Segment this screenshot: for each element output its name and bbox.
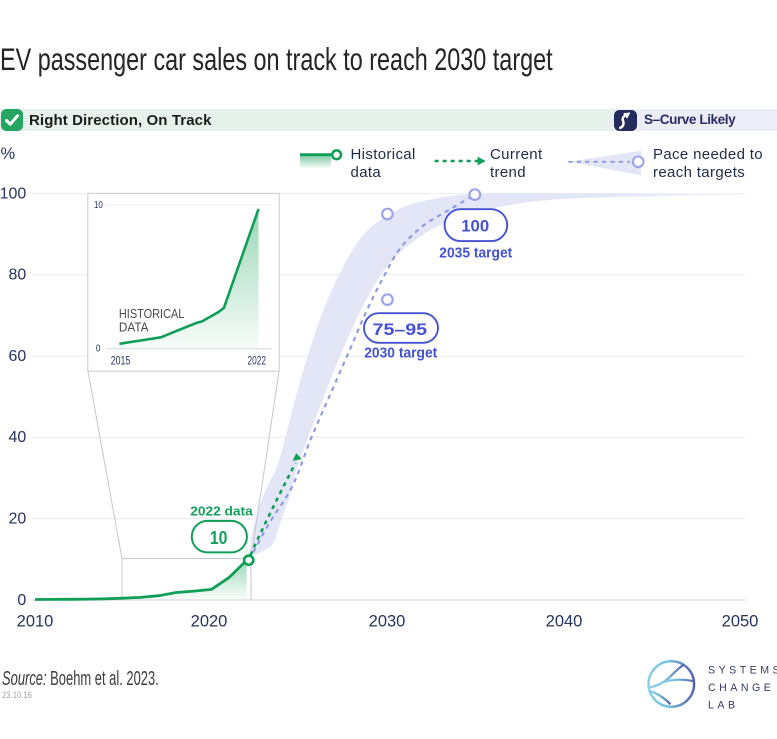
svg-text:2022 data: 2022 data	[190, 504, 253, 519]
svg-text:2022: 2022	[248, 355, 267, 368]
svg-text:HISTORICAL: HISTORICAL	[119, 306, 184, 321]
svg-text:60: 60	[9, 348, 27, 365]
svg-text:40: 40	[9, 429, 27, 446]
svg-text:SYSTEMS: SYSTEMS	[708, 665, 777, 677]
svg-text:LAB: LAB	[708, 699, 739, 711]
svg-text:DATA: DATA	[119, 319, 149, 334]
svg-text:20: 20	[9, 511, 27, 528]
svg-text:CHANGE: CHANGE	[708, 682, 774, 694]
svg-text:10: 10	[94, 200, 103, 211]
svg-text:2040: 2040	[546, 612, 583, 630]
svg-text:2050: 2050	[722, 612, 759, 630]
svg-text:2010: 2010	[17, 612, 54, 630]
svg-text:0: 0	[96, 344, 101, 355]
svg-text:100: 100	[0, 185, 26, 202]
svg-text:2030 target: 2030 target	[364, 345, 437, 362]
svg-text:2035 target: 2035 target	[439, 245, 512, 262]
svg-text:2015: 2015	[111, 355, 131, 368]
svg-text:2030: 2030	[369, 612, 406, 630]
svg-text:100: 100	[461, 216, 489, 235]
svg-text:75–95: 75–95	[373, 320, 428, 339]
svg-text:80: 80	[9, 267, 27, 284]
svg-text:%: %	[1, 145, 16, 163]
svg-text:0: 0	[17, 592, 26, 609]
svg-text:10: 10	[210, 528, 228, 548]
svg-text:2020: 2020	[191, 612, 228, 630]
